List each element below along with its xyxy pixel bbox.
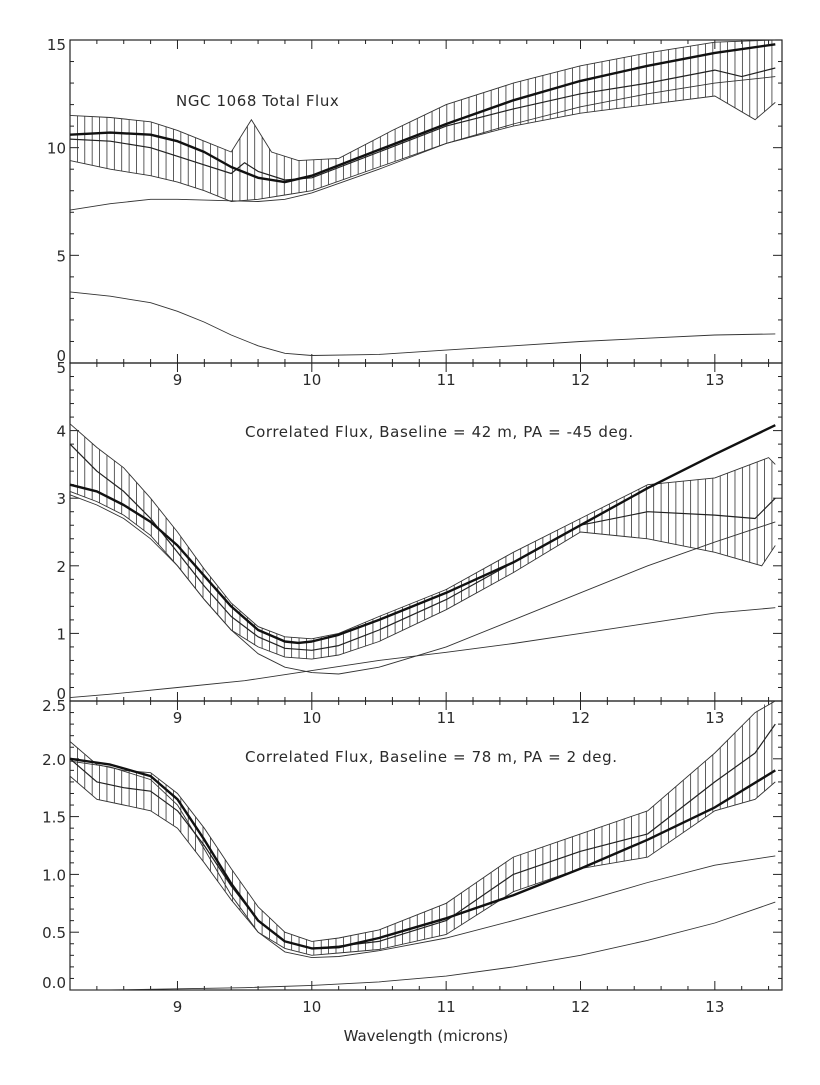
plot-area: [69, 423, 776, 699]
plot-area: [69, 700, 776, 991]
y-tick-label: 3: [56, 490, 66, 508]
x-tick-label: 9: [173, 371, 183, 389]
series-line-lower: [69, 95, 776, 202]
series-line-component-b: [69, 291, 776, 356]
x-tick-label: 9: [173, 709, 183, 727]
series-line-lower: [69, 490, 776, 660]
series-line-model: [69, 424, 776, 645]
x-tick-label: 11: [437, 371, 456, 389]
panel-title: NGC 1068 Total Flux: [176, 92, 339, 110]
series-line-component-b: [70, 901, 776, 991]
series-line-measured: [69, 443, 776, 651]
y-tick-label: 2.0: [42, 751, 66, 769]
y-tick-label: 2: [56, 558, 66, 576]
x-tick-label: 10: [302, 371, 321, 389]
series-line-component-a: [69, 76, 776, 211]
x-axis-label: Wavelength (microns): [344, 1027, 509, 1045]
y-tick-label: 2.5: [42, 697, 66, 715]
y-tick-label: 10: [47, 140, 66, 158]
panel-title: Correlated Flux, Baseline = 42 m, PA = -…: [245, 423, 634, 441]
plot-area: [69, 39, 776, 356]
series-line-upper: [69, 39, 776, 162]
x-tick-label: 10: [302, 709, 321, 727]
y-tick-label: 5: [56, 359, 66, 377]
y-tick-label: 0: [56, 685, 66, 703]
x-tick-label: 9: [173, 998, 183, 1016]
x-tick-label: 13: [705, 709, 724, 727]
y-tick-label: 5: [56, 247, 66, 265]
series-line-model: [69, 757, 776, 950]
series-line-upper: [69, 423, 776, 640]
x-tick-label: 12: [571, 709, 590, 727]
y-tick-label: 0.5: [42, 924, 66, 942]
y-tick-label: 4: [56, 423, 66, 441]
x-tick-label: 12: [571, 998, 590, 1016]
x-tick-label: 13: [705, 998, 724, 1016]
panel-correlated-flux-78m: 9 10 11 12 13 0.0 0.5 1.0 1.5 2.0 2.5 Correlated F…: [42, 697, 783, 1016]
y-tick-label: 15: [47, 36, 66, 54]
y-tick-label: 0.0: [42, 974, 66, 992]
x-tick-label: 13: [705, 371, 724, 389]
series-line-model: [69, 43, 776, 184]
series-line-component-a: [69, 494, 776, 675]
series-line-upper: [69, 700, 776, 942]
y-tick-label: 1: [56, 625, 66, 643]
y-tick-label: 1.5: [42, 809, 66, 827]
series-line-lower: [69, 775, 776, 956]
x-tick-label: 11: [437, 709, 456, 727]
y-tick-label: 0: [56, 347, 66, 365]
axis-ticks: 9 10 11 12 13 0.0 0.5 1.0 1.5 2.0 2.5: [42, 697, 782, 1016]
x-tick-label: 12: [571, 371, 590, 389]
series-line-component-a: [69, 760, 776, 959]
series-line-component-b: [69, 607, 776, 699]
panel-title: Correlated Flux, Baseline = 78 m, PA = 2…: [245, 748, 618, 766]
x-tick-label: 11: [437, 998, 456, 1016]
y-tick-label: 1.0: [42, 866, 66, 884]
x-tick-label: 10: [302, 998, 321, 1016]
panel-frame: [69, 700, 783, 991]
